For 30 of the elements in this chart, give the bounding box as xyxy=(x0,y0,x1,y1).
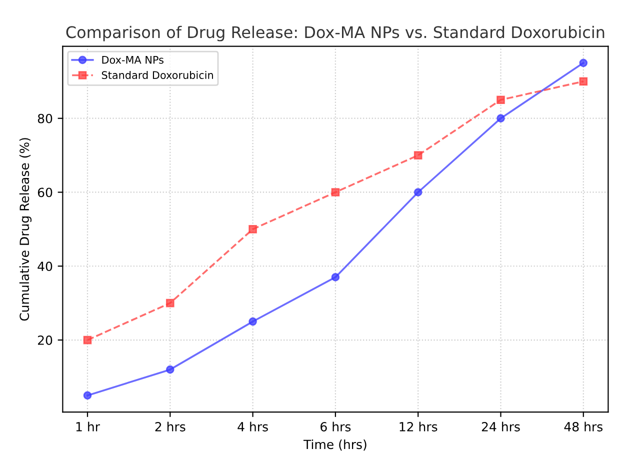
y-axis-title: Cumulative Drug Release (%) xyxy=(19,138,32,321)
x-axis-title: Time (hrs) xyxy=(303,439,366,451)
x-tick-label: 48 hrs xyxy=(564,422,603,432)
x-tick-label: 1 hr xyxy=(76,422,100,432)
y-tick-label: 60 xyxy=(38,188,52,198)
x-tick-label: 6 hrs xyxy=(320,422,351,432)
point xyxy=(414,151,422,160)
x-tick-label: 4 hrs xyxy=(238,422,268,432)
x-tick-label: 12 hrs xyxy=(400,422,438,432)
point xyxy=(496,96,505,104)
chart-title: Comparison of Drug Release: Dox-MA NPs vs. Standard Doxorubicin xyxy=(66,26,604,42)
point xyxy=(83,391,92,400)
point xyxy=(248,317,257,326)
point xyxy=(83,336,92,344)
point xyxy=(496,114,505,123)
legend-label: Standard Doxorubicin xyxy=(102,70,213,80)
point xyxy=(414,188,422,196)
point xyxy=(248,225,257,234)
point xyxy=(331,188,340,196)
point xyxy=(579,77,588,86)
point xyxy=(331,273,340,282)
point xyxy=(166,298,174,308)
y-tick-label: 40 xyxy=(38,262,52,272)
x-tick-label: 24 hrs xyxy=(482,422,520,432)
legend-label: Dox-MA NPs xyxy=(102,56,164,64)
x-tick-label: 2 hrs xyxy=(155,422,186,432)
y-tick-label: 80 xyxy=(38,114,52,124)
y-tick-label: 20 xyxy=(38,335,52,345)
point xyxy=(166,365,174,374)
point xyxy=(579,58,588,68)
